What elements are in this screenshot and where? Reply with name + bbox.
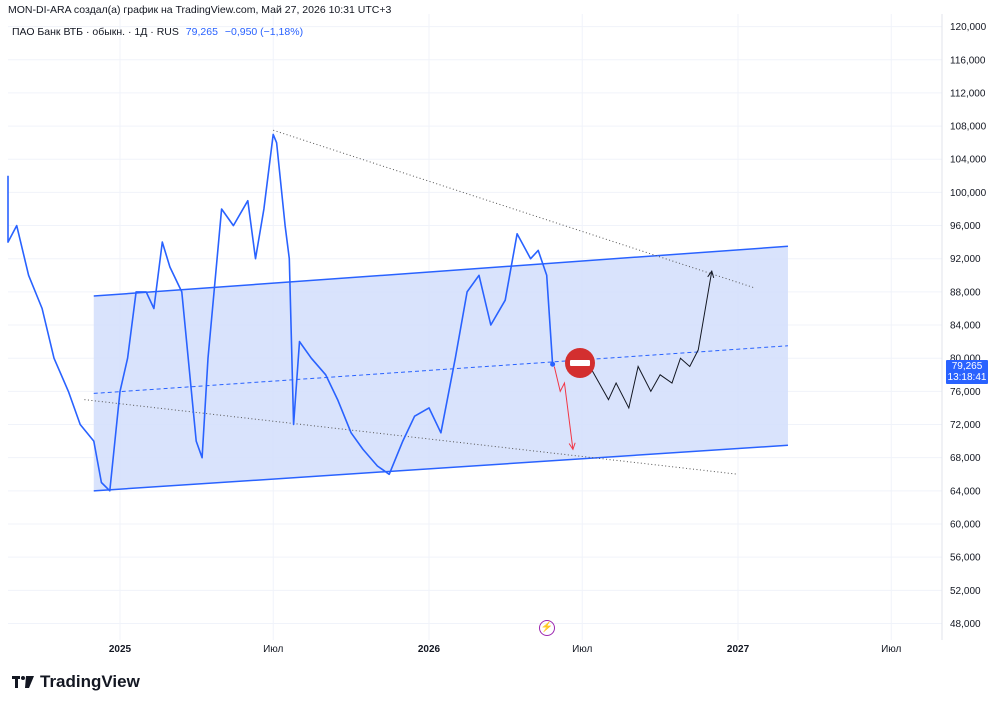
x-tick-label: 2026 bbox=[418, 644, 441, 655]
x-tick-label: Июл bbox=[572, 644, 592, 655]
price-axis: 120,000 116,000 112,000 108,000 104,000 100,0… bbox=[950, 22, 987, 630]
ascending-channel[interactable] bbox=[93, 246, 788, 491]
tradingview-logo-icon bbox=[12, 674, 34, 690]
last-price-value: 79,265 bbox=[185, 26, 218, 38]
symbol-legend[interactable]: ПАО Банк ВТБ · обыкн. · 1Д · RUS 79,265 … bbox=[12, 26, 303, 38]
y-tick-label: 84,000 bbox=[950, 321, 981, 332]
arrowheads bbox=[568, 270, 715, 451]
x-tick-label: Июл bbox=[263, 644, 283, 655]
y-tick-label: 52,000 bbox=[950, 586, 981, 597]
brand[interactable]: TradingView bbox=[12, 672, 140, 692]
y-tick-label: 100,000 bbox=[950, 188, 987, 199]
bearish-arrow-path[interactable] bbox=[553, 366, 574, 450]
y-tick-label: 112,000 bbox=[950, 88, 986, 99]
arrowhead bbox=[568, 442, 576, 451]
arrowhead bbox=[707, 270, 715, 279]
y-tick-label: 76,000 bbox=[950, 387, 981, 398]
y-tick-label: 72,000 bbox=[950, 420, 981, 431]
price-badge-time: 13:18:41 bbox=[947, 372, 987, 383]
symbol-title: ПАО Банк ВТБ · обыкн. · 1Д · RUS bbox=[12, 26, 179, 38]
y-tick-label: 56,000 bbox=[950, 553, 981, 564]
x-tick-label: 2027 bbox=[727, 644, 750, 655]
y-tick-label: 88,000 bbox=[950, 287, 981, 298]
price-badge: 79,265 13:18:41 bbox=[946, 360, 988, 384]
x-tick-label: 2025 bbox=[109, 644, 132, 655]
price-change: −0,950 (−1,18%) bbox=[224, 26, 304, 38]
trendline-upper-dotted[interactable] bbox=[273, 129, 755, 289]
author-credit: MON-DI-ARA создал(а) график на TradingVi… bbox=[8, 4, 392, 16]
lightning-icon[interactable]: ⚡ bbox=[539, 620, 555, 636]
channel-midline bbox=[93, 345, 789, 394]
bullish-forecast-path[interactable] bbox=[589, 271, 713, 410]
channel-upper-line[interactable] bbox=[93, 245, 789, 297]
y-tick-label: 96,000 bbox=[950, 221, 981, 232]
x-tick-label: Июл bbox=[881, 644, 901, 655]
y-tick-label: 116,000 bbox=[950, 55, 986, 66]
y-tick-label: 92,000 bbox=[950, 254, 981, 265]
y-tick-label: 120,000 bbox=[950, 22, 987, 33]
last-price-dot bbox=[550, 361, 556, 367]
brand-name: TradingView bbox=[40, 672, 140, 691]
no-entry-icon bbox=[565, 348, 595, 378]
price-line-series bbox=[7, 133, 554, 492]
time-axis: 2025 Июл 2026 Июл 2027 Июл bbox=[109, 644, 902, 655]
y-tick-label: 68,000 bbox=[950, 453, 981, 464]
channel-lower-line[interactable] bbox=[93, 444, 789, 492]
y-tick-label: 64,000 bbox=[950, 486, 981, 497]
y-tick-label: 60,000 bbox=[950, 520, 981, 531]
price-badge-value: 79,265 bbox=[951, 361, 983, 372]
y-tick-label: 80,000 bbox=[950, 354, 981, 365]
y-tick-label: 104,000 bbox=[950, 155, 987, 166]
y-tick-label: 48,000 bbox=[950, 619, 981, 630]
y-tick-label: 108,000 bbox=[950, 122, 987, 133]
